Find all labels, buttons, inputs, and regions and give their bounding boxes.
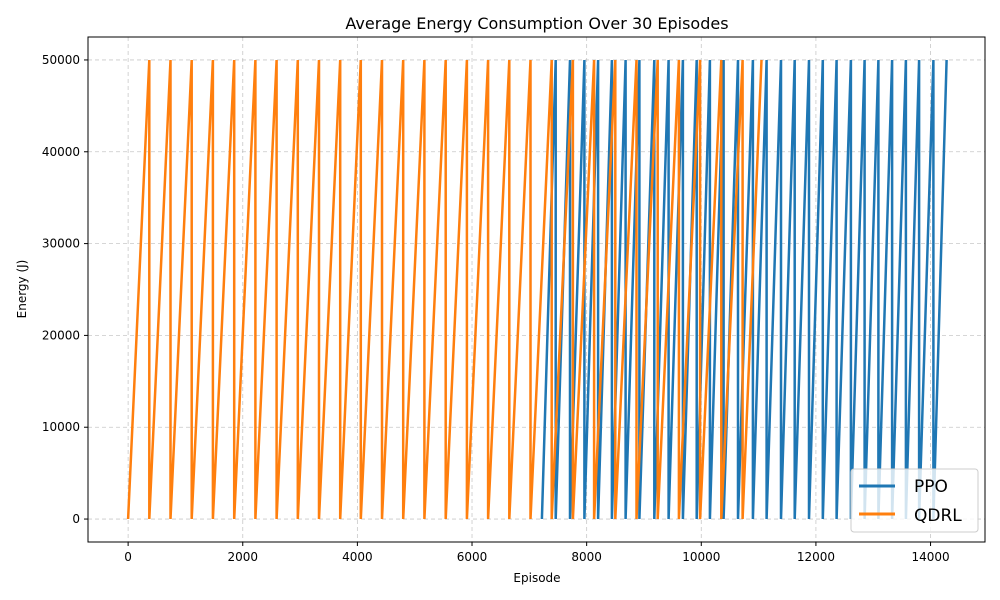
ticks: 0 2000 4000 6000 8000 10000 12000 14000 0 10000 20…	[42, 53, 950, 564]
legend: PPO QDRL	[850, 468, 979, 533]
x-tick-label: 12000	[797, 550, 835, 564]
x-tick-label: 10000	[682, 550, 720, 564]
y-tick-label: 30000	[42, 237, 80, 251]
x-tick-label: 4000	[342, 550, 373, 564]
y-tick-label: 20000	[42, 328, 80, 342]
x-tick-label: 6000	[457, 550, 488, 564]
series-line-qdrl	[126, 59, 763, 520]
y-tick-label: 40000	[42, 145, 80, 159]
series-line-ppo	[540, 59, 948, 520]
y-tick-label: 50000	[42, 53, 80, 67]
legend-label-qdrl: QDRL	[914, 506, 962, 526]
series-layer	[126, 59, 948, 520]
y-tick-label: 10000	[42, 420, 80, 434]
chart-title: Average Energy Consumption Over 30 Episo…	[345, 14, 728, 33]
x-tick-label: 8000	[571, 550, 602, 564]
legend-label-ppo: PPO	[914, 477, 948, 497]
x-axis-label: Episode	[513, 571, 560, 585]
y-axis-label: Energy (J)	[15, 260, 29, 319]
plot-frame	[87, 36, 986, 543]
x-tick-label: 0	[124, 550, 132, 564]
x-tick-label: 2000	[227, 550, 258, 564]
y-tick-label: 0	[72, 512, 80, 526]
x-tick-label: 14000	[911, 550, 949, 564]
